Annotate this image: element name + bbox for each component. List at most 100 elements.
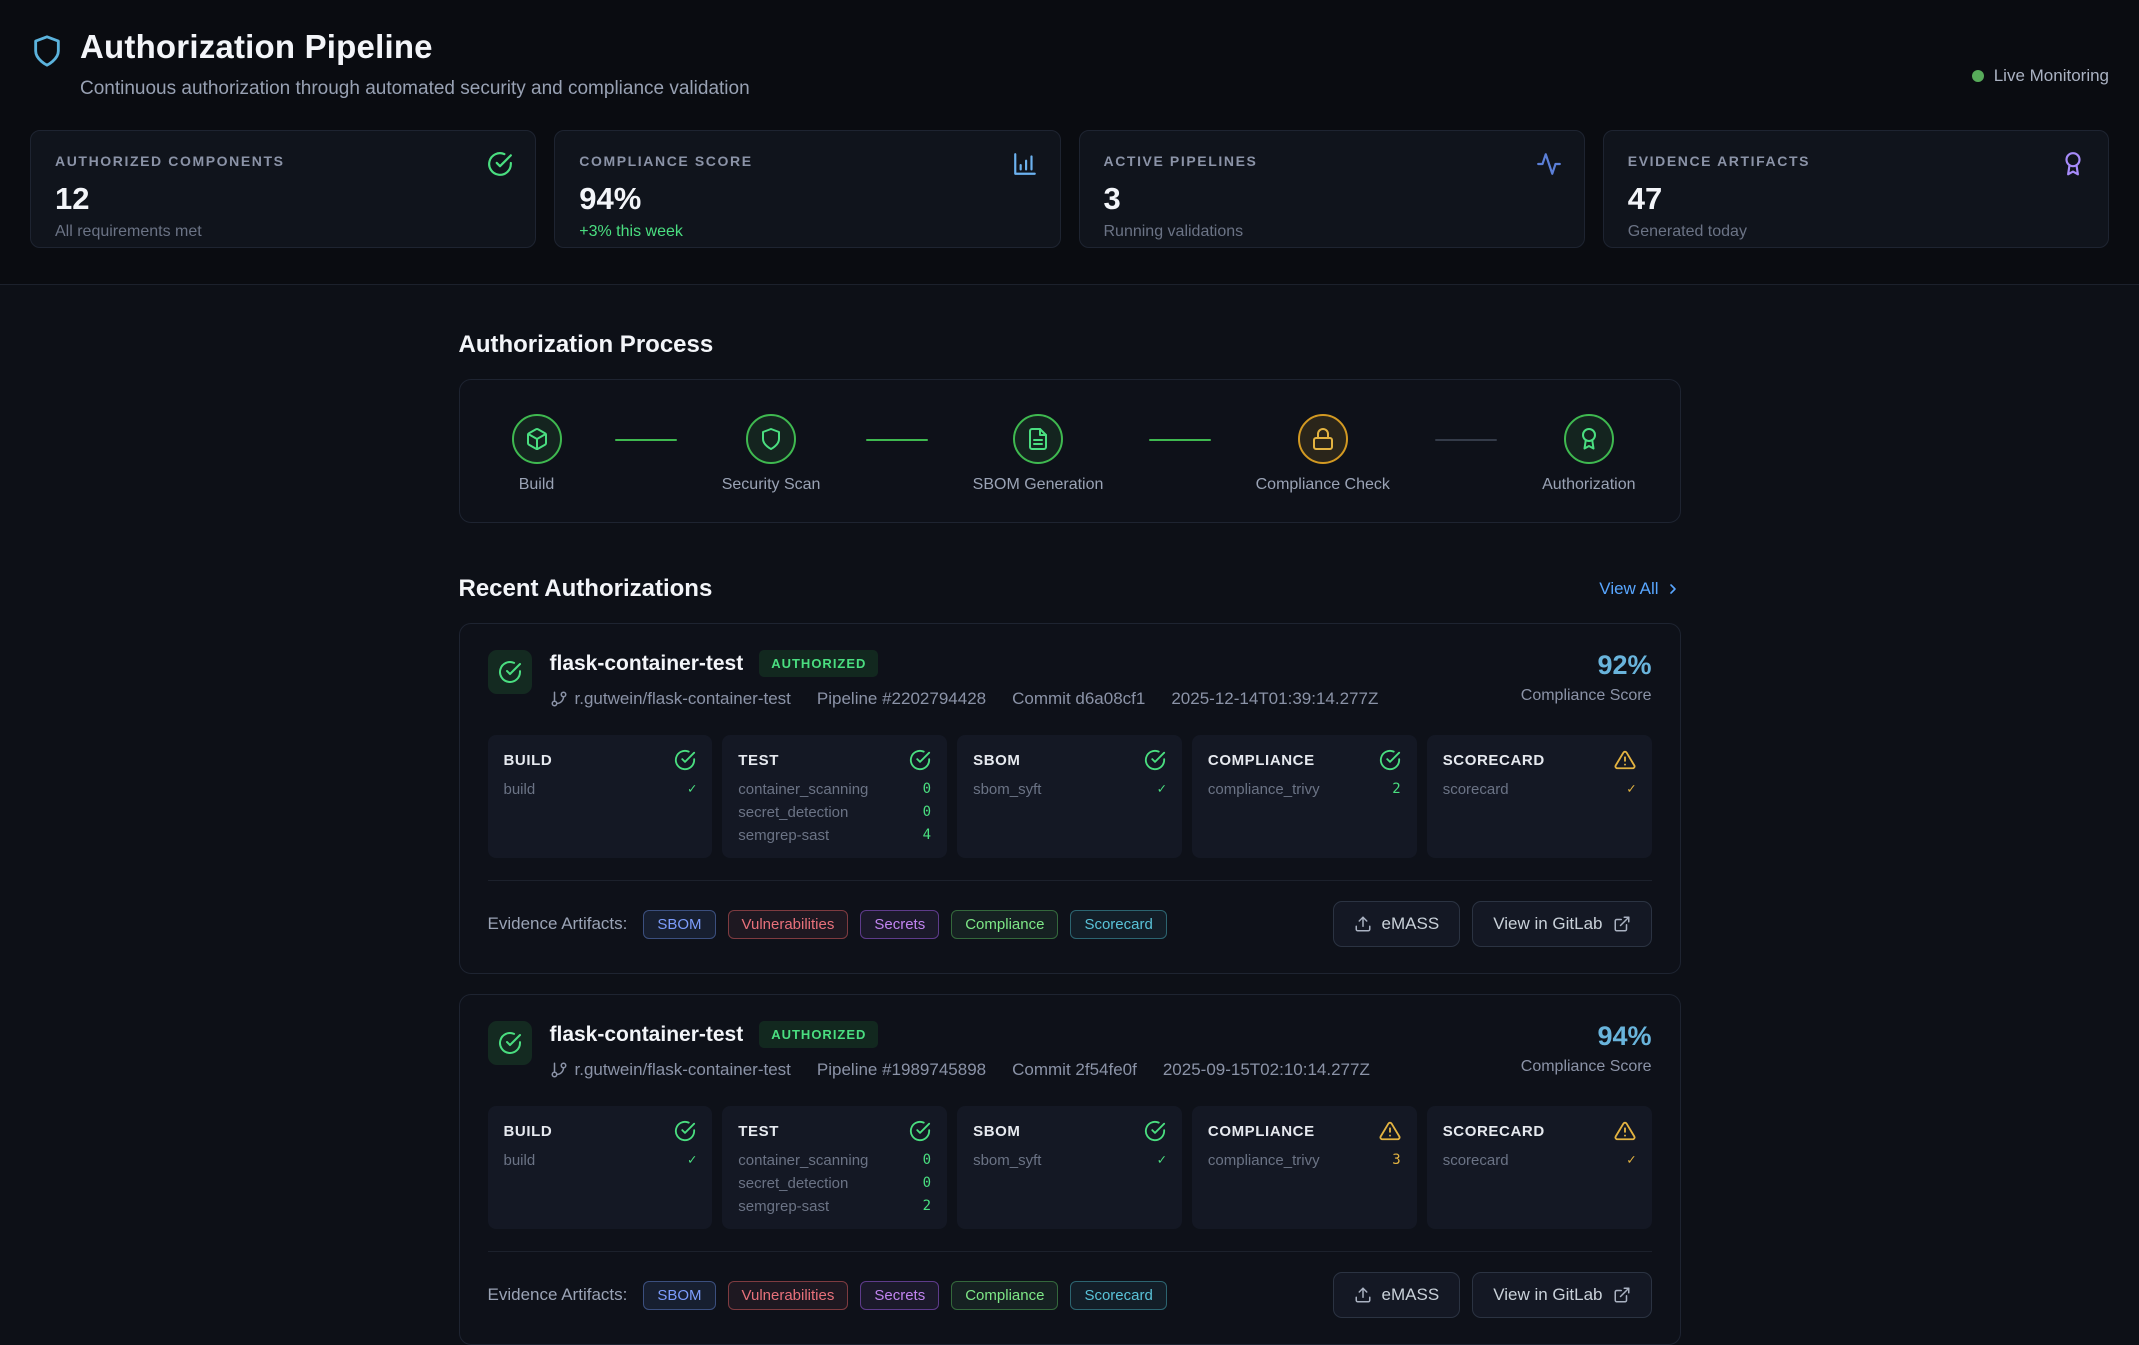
emass-button-label: eMASS xyxy=(1381,1285,1440,1304)
stage-check-row: compliance_trivy 2 xyxy=(1207,781,1401,798)
authorized-check-icon xyxy=(487,1021,532,1065)
process-step-build: Build xyxy=(504,414,570,494)
package-icon xyxy=(511,414,562,464)
stat-label: AUTHORIZED COMPONENTS xyxy=(55,153,285,169)
view-all-link[interactable]: View All xyxy=(1599,579,1680,599)
live-monitoring-label: Live Monitoring xyxy=(1993,66,2109,85)
artifact-chip-sbom[interactable]: SBOM xyxy=(643,1280,716,1310)
stage-scorecard: SCORECARD scorecard ✓ xyxy=(1426,1106,1652,1229)
stage-test: TEST container_scanning 0 secret_detectio… xyxy=(722,1106,948,1229)
stage-check-row: semgrep-sast 2 xyxy=(738,1198,932,1215)
stat-label: EVIDENCE ARTIFACTS xyxy=(1627,153,1811,169)
view-in-gitlab-button[interactable]: View in GitLab xyxy=(1472,901,1652,947)
stat-value: 3 xyxy=(1103,181,1121,216)
process-step-security-scan: Security Scan xyxy=(721,414,821,494)
upload-icon xyxy=(1354,915,1372,933)
main-content: Authorization Process Build Security Sca… xyxy=(458,285,1681,1345)
stat-card-authorized-components: AUTHORIZED COMPONENTS 12 All requirement… xyxy=(30,130,537,248)
project-name: flask-container-test xyxy=(549,651,744,675)
compliance-score-value: 94% xyxy=(1597,1021,1652,1051)
stage-name: SBOM xyxy=(973,751,1021,769)
page-subtitle: Continuous authorization through automat… xyxy=(80,78,750,99)
brand: Authorization Pipeline Continuous author… xyxy=(30,28,750,100)
stage-name: BUILD xyxy=(503,1122,553,1140)
stage-sbom: SBOM sbom_syft ✓ xyxy=(957,1106,1182,1229)
evidence-artifacts-label: Evidence Artifacts: xyxy=(487,914,628,933)
process-step-sbom-generation: SBOM Generation xyxy=(972,414,1104,494)
stage-compliance: COMPLIANCE compliance_trivy 3 xyxy=(1191,1106,1417,1229)
check-circle-icon xyxy=(487,151,513,177)
chevron-right-icon xyxy=(1665,581,1681,597)
warning-triangle-icon xyxy=(1614,749,1636,771)
check-circle-icon xyxy=(674,749,696,771)
stage-check-row: scorecard ✓ xyxy=(1442,781,1636,798)
file-text-icon xyxy=(1013,414,1064,464)
stage-check-row: secret_detection 0 xyxy=(738,804,932,821)
artifact-chip-vulnerabilities[interactable]: Vulnerabilities xyxy=(727,909,849,939)
step-label: Security Scan xyxy=(721,476,821,493)
evidence-artifacts-label: Evidence Artifacts: xyxy=(487,1285,628,1304)
stat-card-active-pipelines: ACTIVE PIPELINES 3 Running validations xyxy=(1078,130,1585,248)
compliance-score-label: Compliance Score xyxy=(1520,687,1652,704)
lock-icon xyxy=(1297,414,1348,464)
pipeline-id: Pipeline #2202794428 xyxy=(816,689,987,708)
git-branch-icon xyxy=(550,1061,568,1079)
artifact-chip-sbom[interactable]: SBOM xyxy=(643,909,716,939)
compliance-score-label: Compliance Score xyxy=(1520,1058,1652,1075)
git-branch-icon xyxy=(550,690,568,708)
step-connector xyxy=(1390,439,1542,441)
artifact-chip-vulnerabilities[interactable]: Vulnerabilities xyxy=(727,1280,849,1310)
stage-check-row: sbom_syft ✓ xyxy=(973,781,1166,798)
page-title: Authorization Pipeline xyxy=(80,28,433,65)
stat-sub: +3% this week xyxy=(579,223,683,240)
stage-scorecard: SCORECARD scorecard ✓ xyxy=(1426,735,1652,858)
award-icon xyxy=(1563,414,1614,464)
artifact-chip-scorecard[interactable]: Scorecard xyxy=(1070,909,1167,939)
repo-path: r.gutwein/flask-container-test xyxy=(574,689,791,708)
stage-grid: BUILD build ✓ TEST container_scanning 0 se… xyxy=(487,735,1652,858)
check-circle-icon xyxy=(1144,1120,1166,1142)
gitlab-button-label: View in GitLab xyxy=(1493,1285,1603,1304)
artifact-chip-secrets[interactable]: Secrets xyxy=(860,909,940,939)
view-all-label: View All xyxy=(1599,579,1659,598)
step-label: Authorization xyxy=(1542,476,1636,493)
check-circle-icon xyxy=(909,749,931,771)
authorized-badge: AUTHORIZED xyxy=(759,650,879,677)
warning-triangle-icon xyxy=(1379,1120,1401,1142)
stage-grid: BUILD build ✓ TEST container_scanning 0 se… xyxy=(487,1106,1652,1229)
header: Authorization Pipeline Continuous author… xyxy=(0,0,2139,285)
stat-label: ACTIVE PIPELINES xyxy=(1103,153,1258,169)
project-name: flask-container-test xyxy=(549,1022,744,1046)
emass-button[interactable]: eMASS xyxy=(1332,1272,1461,1318)
artifact-chip-compliance[interactable]: Compliance xyxy=(951,909,1059,939)
stage-build: BUILD build ✓ xyxy=(487,1106,713,1229)
award-icon xyxy=(2060,151,2086,177)
artifact-chip-compliance[interactable]: Compliance xyxy=(951,1280,1059,1310)
stage-test: TEST container_scanning 0 secret_detectio… xyxy=(722,735,948,858)
stat-card-evidence-artifacts: EVIDENCE ARTIFACTS 47 Generated today xyxy=(1602,130,2109,248)
stat-label: COMPLIANCE SCORE xyxy=(579,153,753,169)
artifact-chip-scorecard[interactable]: Scorecard xyxy=(1070,1280,1167,1310)
artifact-chip-secrets[interactable]: Secrets xyxy=(860,1280,940,1310)
emass-button[interactable]: eMASS xyxy=(1332,901,1461,947)
stage-build: BUILD build ✓ xyxy=(487,735,713,858)
stage-name: TEST xyxy=(738,1122,780,1140)
live-status-dot xyxy=(1971,70,1984,82)
process-section-title: Authorization Process xyxy=(458,331,714,358)
authorization-card: flask-container-test AUTHORIZED r.gutwei… xyxy=(458,623,1681,974)
stat-value: 94% xyxy=(579,181,642,216)
stage-check-row: secret_detection 0 xyxy=(738,1175,932,1192)
stat-sub: Generated today xyxy=(1627,223,1747,240)
process-step-compliance-check: Compliance Check xyxy=(1256,414,1390,494)
stage-name: SCORECARD xyxy=(1442,1122,1545,1140)
warning-triangle-icon xyxy=(1614,1120,1636,1142)
view-in-gitlab-button[interactable]: View in GitLab xyxy=(1472,1272,1652,1318)
check-circle-icon xyxy=(909,1120,931,1142)
step-label: SBOM Generation xyxy=(972,476,1104,493)
stage-check-row: semgrep-sast 4 xyxy=(738,827,932,844)
recent-section-title: Recent Authorizations xyxy=(458,575,713,602)
check-circle-icon xyxy=(1379,749,1401,771)
emass-button-label: eMASS xyxy=(1381,914,1440,933)
external-link-icon xyxy=(1613,1286,1631,1304)
activity-icon xyxy=(1536,151,1562,177)
